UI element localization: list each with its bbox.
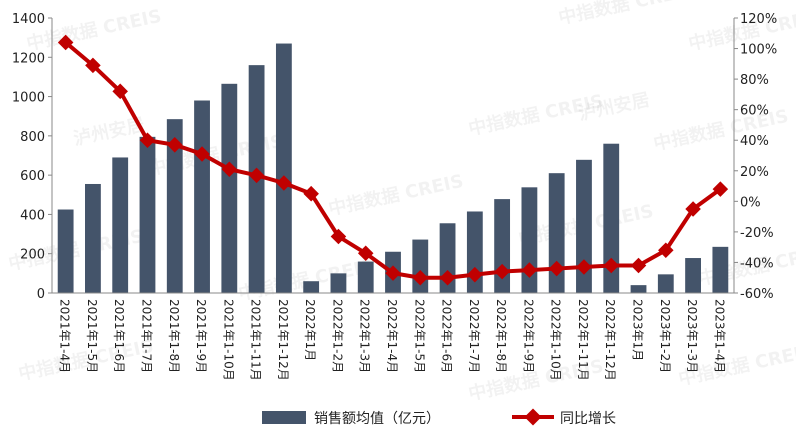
y-right-tick-label: 100% [740,43,777,58]
line-point [166,137,183,153]
x-tick-label: 2022年1-8月 [494,299,508,373]
line-point [276,175,292,191]
x-tick-label: 2021年1-9月 [194,299,208,373]
y-right-tick-label: 40% [740,134,769,149]
bar [548,173,565,293]
line-point [194,146,210,162]
axis-layer: 0 200 400 600 800 1000 1200 1400 -60% -40% -20% 0% 2… [12,12,777,381]
y-right-tick-label: 60% [740,104,769,119]
x-tick-label: 2023年1月 [631,299,645,361]
x-tick-label: 2022年1-4月 [385,299,399,373]
line-point [85,57,101,74]
y-right-tick-label: 20% [740,165,769,180]
watermark-text: 中指数据 CREIS [651,105,790,155]
line-point [248,167,265,184]
y-right-tick-label: 80% [740,73,769,88]
legend-line-label: 同比增长 [560,411,616,427]
y-right-tick-label: -20% [740,226,774,241]
x-tick-label: 2022年1-3月 [358,299,372,373]
x-tick-label: 2021年1-7月 [139,299,153,373]
line-point [630,257,647,274]
line-point [112,83,128,100]
y-left-tick-label: 1000 [12,91,45,106]
line-point [658,242,674,258]
line-point [712,181,729,197]
x-tick-label: 2021年1-5月 [85,299,99,373]
x-tick-label: 2021年1-4月 [58,299,72,373]
line-point [57,34,74,51]
watermark-text: 中指数据 CREIS [556,0,695,29]
y-left-tick-label: 800 [20,130,45,145]
y-left-tick-label: 1200 [12,51,45,66]
x-tick-label: 2021年1-8月 [167,299,181,373]
line-point [303,185,319,202]
bar [603,143,620,293]
bar [630,285,647,293]
x-tick-label: 2022年1月 [303,299,317,361]
y-right-tick-label: -40% [740,256,774,271]
x-tick-label: 2023年1-4月 [712,299,726,373]
line-point [139,132,156,148]
x-tick-label: 2023年1-2月 [658,299,672,373]
legend-bar-swatch [262,411,306,424]
bar [85,183,101,293]
bar [657,274,674,293]
x-tick-label: 2022年1-12月 [603,299,617,381]
x-tick-label: 2022年1-11月 [576,299,590,381]
x-tick-label: 2022年1-7月 [467,299,481,373]
line-point [221,161,238,178]
x-tick-label: 2022年1-5月 [412,299,426,373]
x-tick-label: 2022年1-6月 [440,299,454,373]
x-tick-label: 2022年1-10月 [549,299,563,381]
line-point [685,201,701,217]
bar [57,209,74,293]
bar [712,246,729,293]
bar [275,43,292,293]
legend-line-marker [524,408,542,426]
y-left-tick-label: 400 [20,208,45,223]
y-right-tick-label: -60% [740,287,774,302]
x-tick-label: 2021年1-11月 [249,299,263,381]
bar [139,136,156,293]
bar [685,258,701,293]
y-right-tick-label: 0% [740,195,761,210]
x-tick-label: 2021年1-12月 [276,299,290,381]
legend-bar-label: 销售额均值（亿元） [314,411,440,427]
watermark-text: 中指数据 CREIS [326,170,465,220]
y-right-tick-label: 120% [740,12,777,27]
y-left-tick-label: 0 [37,287,45,302]
legend: 销售额均值（亿元） 同比增长 [262,408,616,427]
x-tick-label: 2023年1-3月 [685,299,699,373]
line-point [330,228,347,245]
y-left-tick-label: 1400 [12,12,45,27]
bar [166,119,183,293]
bar [357,261,374,293]
bar [576,159,592,293]
bar [330,273,347,293]
bar [194,100,210,293]
watermark-text: 中指数据 CREIS [24,5,163,55]
x-tick-label: 2022年1-9月 [521,299,535,373]
y-left-tick-label: 600 [20,169,45,184]
x-tick-label: 2021年1-10月 [221,299,235,381]
x-tick-label: 2021年1-6月 [112,299,126,373]
x-tick-label: 2022年1-2月 [330,299,344,373]
y-left-tick-label: 200 [20,248,45,263]
bar [221,83,238,293]
bar [112,157,129,293]
bar [303,281,320,293]
